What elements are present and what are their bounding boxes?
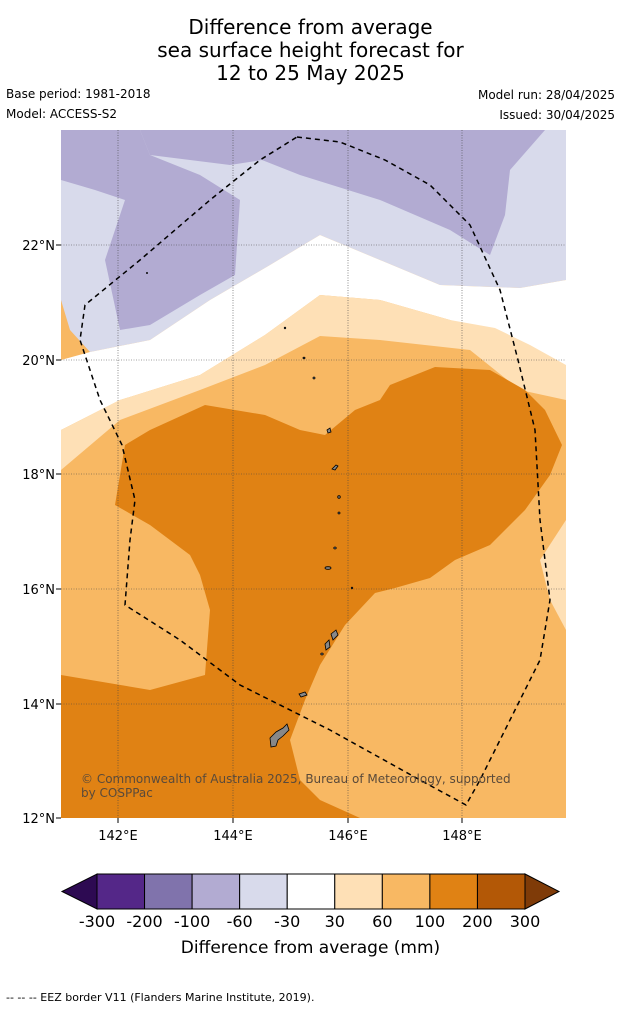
colorbar-tick-label: 60	[372, 912, 392, 931]
island-farallon	[283, 326, 287, 330]
island-asuncion	[312, 376, 316, 380]
island-north	[145, 271, 148, 274]
lon-label-148: 148°E	[442, 829, 482, 844]
colorbar-title: Difference from average (mm)	[180, 938, 441, 958]
colorbar-tick-label: -60	[227, 912, 253, 931]
lat-label-22: 22°N	[22, 239, 55, 254]
lat-label-14: 14°N	[22, 698, 55, 713]
colorbar-tick-label: 300	[510, 912, 541, 931]
island-rota	[298, 691, 308, 698]
colorbar-box	[286, 873, 336, 910]
contour-minus100-minus60	[61, 130, 545, 255]
model-label: Model: ACCESS-S2	[6, 107, 118, 121]
colorbar-box	[381, 873, 431, 910]
lat-label-18: 18°N	[22, 468, 55, 483]
title-line-1: Difference from average	[188, 15, 433, 39]
contour-30-60	[61, 295, 566, 470]
colorbar-ticks: -300 -200 -100 -60 -30 30 60 100 200 300	[79, 912, 540, 931]
contour-minus100-minus60-lower	[61, 130, 240, 330]
colorbar-box	[144, 873, 193, 910]
lat-label-16: 16°N	[22, 583, 55, 598]
island-alamagan	[337, 495, 341, 499]
eez-footer-note: -- -- -- EEZ border V11 (Flanders Marine…	[6, 991, 315, 1004]
colorbar-box	[334, 873, 383, 910]
colorbar-tick-label: 200	[462, 912, 493, 931]
lat-label-12: 12°N	[22, 812, 55, 827]
axis-ticks	[56, 244, 463, 823]
island-guam	[269, 723, 290, 748]
colorbar-extend-low	[60, 873, 98, 910]
lon-labels: 142°E 144°E 146°E 148°E	[98, 829, 482, 844]
island-maug	[302, 356, 306, 360]
contour-minus30-30	[61, 235, 566, 430]
colorbar-tick-label: -30	[274, 912, 300, 931]
contour-30-60-east	[540, 520, 566, 630]
colorbar-box	[96, 873, 146, 910]
contour-100-200	[61, 367, 562, 818]
lat-label-20: 20°N	[22, 354, 55, 369]
island-sarigan	[333, 546, 337, 550]
colorbar-tick-label: -100	[174, 912, 210, 931]
colorbar-tick-label: -300	[79, 912, 115, 931]
island-aguijan	[320, 652, 324, 656]
title-line-2: sea surface height forecast for	[157, 38, 464, 62]
island-anatahan	[324, 566, 332, 570]
colorbar-tick-label: 30	[325, 912, 345, 931]
colorbar-box	[476, 873, 526, 910]
grid	[61, 130, 566, 818]
lon-label-144: 144°E	[213, 829, 253, 844]
lat-labels: 22°N 20°N 18°N 16°N 14°N 12°N	[22, 239, 55, 827]
colorbar-extend-high	[524, 873, 561, 910]
model-run-label: Model run: 28/04/2025	[477, 88, 615, 102]
island-ns-islet	[350, 586, 354, 590]
lon-label-146: 146°E	[328, 829, 368, 844]
chart-title: Difference from average sea surface heig…	[0, 16, 621, 85]
island-pagan	[331, 464, 339, 471]
island-guguan	[337, 511, 341, 515]
colorbar-box	[239, 873, 288, 910]
island-saipan	[330, 629, 339, 641]
eez-border	[79, 136, 551, 807]
title-line-3: 12 to 25 May 2025	[216, 61, 405, 85]
lon-label-142: 142°E	[98, 829, 138, 844]
colorbar-box	[429, 873, 478, 910]
islands	[145, 271, 354, 748]
colorbar-tick-label: -200	[126, 912, 162, 931]
colorbar-box	[191, 873, 241, 910]
issued-label: Issued: 30/04/2025	[499, 108, 615, 122]
island-tinian	[324, 639, 331, 651]
copyright-notice: © Commonwealth of Australia 2025, Bureau…	[81, 772, 511, 800]
colorbar	[60, 873, 561, 910]
base-period-label: Base period: 1981-2018	[6, 87, 151, 101]
island-agrihan	[326, 427, 332, 434]
colorbar-tick-label: 100	[415, 912, 446, 931]
